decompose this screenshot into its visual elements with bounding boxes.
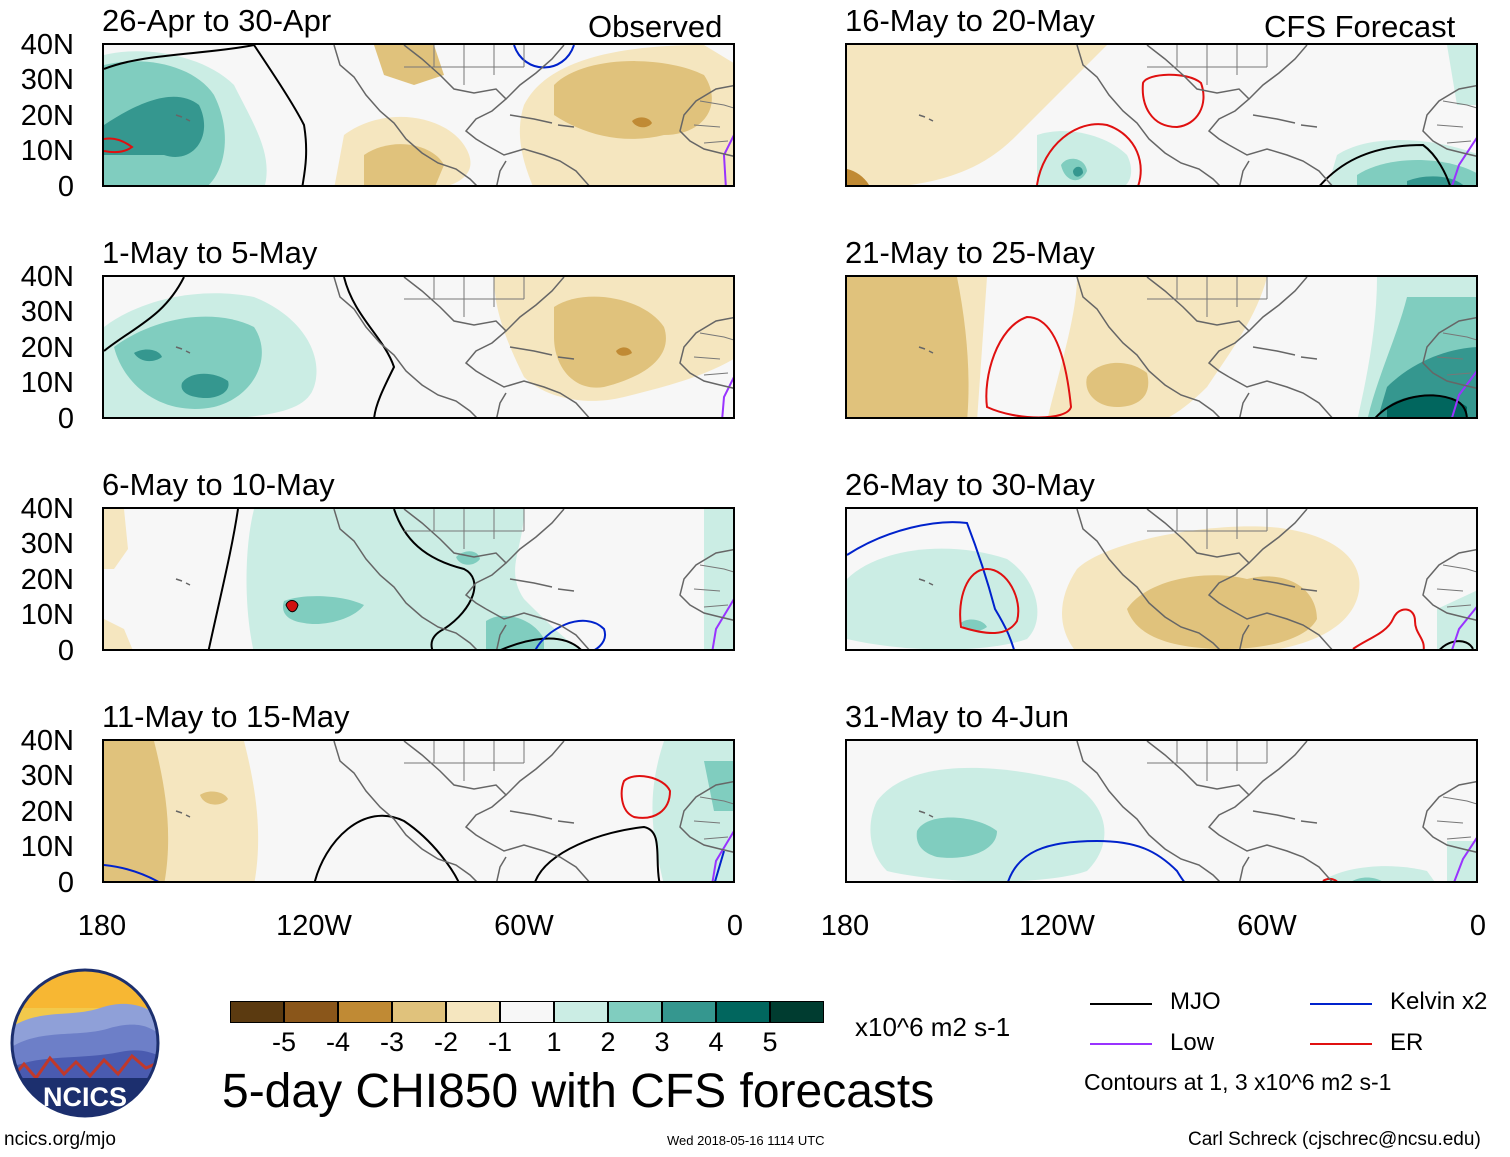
- map-contours: [104, 509, 733, 649]
- colorbar-tick: -3: [379, 1027, 404, 1057]
- lat-tick: 30N: [20, 760, 74, 792]
- lat-tick: 10N: [20, 831, 74, 863]
- ncics-logo: NCICS: [10, 968, 160, 1118]
- colorbar-swatch: [770, 1001, 824, 1023]
- colorbar-tick: -2: [433, 1027, 458, 1057]
- panel-title: 11-May to 15-May: [102, 699, 350, 734]
- panel-title: 16-May to 20-May: [845, 3, 1095, 38]
- source-link[interactable]: ncics.org/mjo: [4, 1129, 116, 1150]
- colorbar-swatch: [500, 1001, 554, 1023]
- lat-tick: 0: [57, 171, 74, 203]
- colorbar-tick: 2: [600, 1027, 616, 1057]
- lat-tick: 40N: [20, 725, 74, 757]
- map-panel: [102, 43, 735, 187]
- lon-tick: 180: [77, 910, 127, 942]
- lon-tick: 120W: [1019, 910, 1095, 942]
- colorbar-swatch: [230, 1001, 284, 1023]
- legend-line-er: [1310, 1043, 1372, 1045]
- lat-tick: 30N: [20, 296, 74, 328]
- map-panel: [845, 739, 1478, 883]
- legend-line-mjo: [1090, 1003, 1152, 1005]
- map-contours: [104, 277, 733, 417]
- colorbar-swatch: [446, 1001, 500, 1023]
- lon-tick: 0: [1469, 910, 1487, 942]
- legend-label-mjo: MJO: [1170, 988, 1221, 1015]
- legend-line-low: [1090, 1043, 1152, 1045]
- panel-title: 26-Apr to 30-Apr: [102, 3, 332, 38]
- lat-tick: 10N: [20, 367, 74, 399]
- timestamp: Wed 2018-05-16 1114 UTC: [667, 1133, 825, 1148]
- lat-tick: 20N: [20, 332, 74, 364]
- panel-title: 21-May to 25-May: [845, 235, 1095, 270]
- forecast-label: CFS Forecast: [1264, 9, 1456, 44]
- colorbar-tick: 3: [654, 1027, 670, 1057]
- colorbar-swatch: [554, 1001, 608, 1023]
- lon-tick: 60W: [494, 910, 554, 942]
- lat-tick: 10N: [20, 599, 74, 631]
- colorbar-tick: 1: [546, 1027, 562, 1057]
- map-panel: [102, 275, 735, 419]
- map-panel: [845, 275, 1478, 419]
- lat-tick: 20N: [20, 100, 74, 132]
- map-panel: [102, 739, 735, 883]
- panel-title: 31-May to 4-Jun: [845, 699, 1069, 734]
- legend-line-kelvin: [1310, 1003, 1372, 1005]
- contours-note: Contours at 1, 3 x10^6 m2 s-1: [1084, 1069, 1392, 1095]
- lon-tick: 180: [820, 910, 870, 942]
- lat-tick: 30N: [20, 64, 74, 96]
- panel-title: 6-May to 10-May: [102, 467, 335, 502]
- panel-title: 26-May to 30-May: [845, 467, 1095, 502]
- lon-tick: 120W: [276, 910, 352, 942]
- map-contours: [104, 45, 733, 185]
- lat-tick: 0: [57, 403, 74, 435]
- map-panel: [845, 43, 1478, 187]
- colorbar-swatch: [284, 1001, 338, 1023]
- main-title: 5-day CHI850 with CFS forecasts: [222, 1065, 935, 1118]
- map-contours: [847, 509, 1476, 649]
- legend-label-low: Low: [1170, 1029, 1215, 1056]
- lat-tick: 20N: [20, 564, 74, 596]
- colorbar-swatch: [662, 1001, 716, 1023]
- lon-tick: 60W: [1237, 910, 1297, 942]
- lat-tick: 40N: [20, 261, 74, 293]
- observed-label: Observed: [588, 9, 723, 44]
- lat-tick: 10N: [20, 135, 74, 167]
- colorbar-tick: -5: [271, 1027, 296, 1057]
- map-contours: [847, 277, 1476, 417]
- colorbar-swatch: [608, 1001, 662, 1023]
- map-contours: [847, 45, 1476, 185]
- lon-tick: 0: [726, 910, 744, 942]
- lat-tick: 0: [57, 867, 74, 899]
- map-panel: [102, 507, 735, 651]
- lat-tick: 20N: [20, 796, 74, 828]
- legend-label-er: ER: [1390, 1029, 1424, 1056]
- lat-tick: 40N: [20, 29, 74, 61]
- colorbar-tick: -1: [487, 1027, 512, 1057]
- lat-tick: 0: [57, 635, 74, 667]
- legend-label-kelvin: Kelvin x2: [1390, 988, 1488, 1015]
- colorbar-swatch: [716, 1001, 770, 1023]
- map-contours: [870, 741, 1476, 881]
- lat-tick: 30N: [20, 528, 74, 560]
- colorbar-units: x10^6 m2 s-1: [855, 1012, 1011, 1042]
- colorbar-swatch: [392, 1001, 446, 1023]
- map-panel: [845, 507, 1478, 651]
- colorbar-tick: 5: [762, 1027, 778, 1057]
- panel-title: 1-May to 5-May: [102, 235, 318, 270]
- colorbar-swatch: [338, 1001, 392, 1023]
- author-credit: Carl Schreck (cjschrec@ncsu.edu): [1188, 1129, 1481, 1150]
- map-contours: [104, 741, 733, 881]
- colorbar-tick: -4: [325, 1027, 350, 1057]
- colorbar-tick: 4: [708, 1027, 724, 1057]
- lat-tick: 40N: [20, 493, 74, 525]
- logo-text: NCICS: [43, 1082, 127, 1112]
